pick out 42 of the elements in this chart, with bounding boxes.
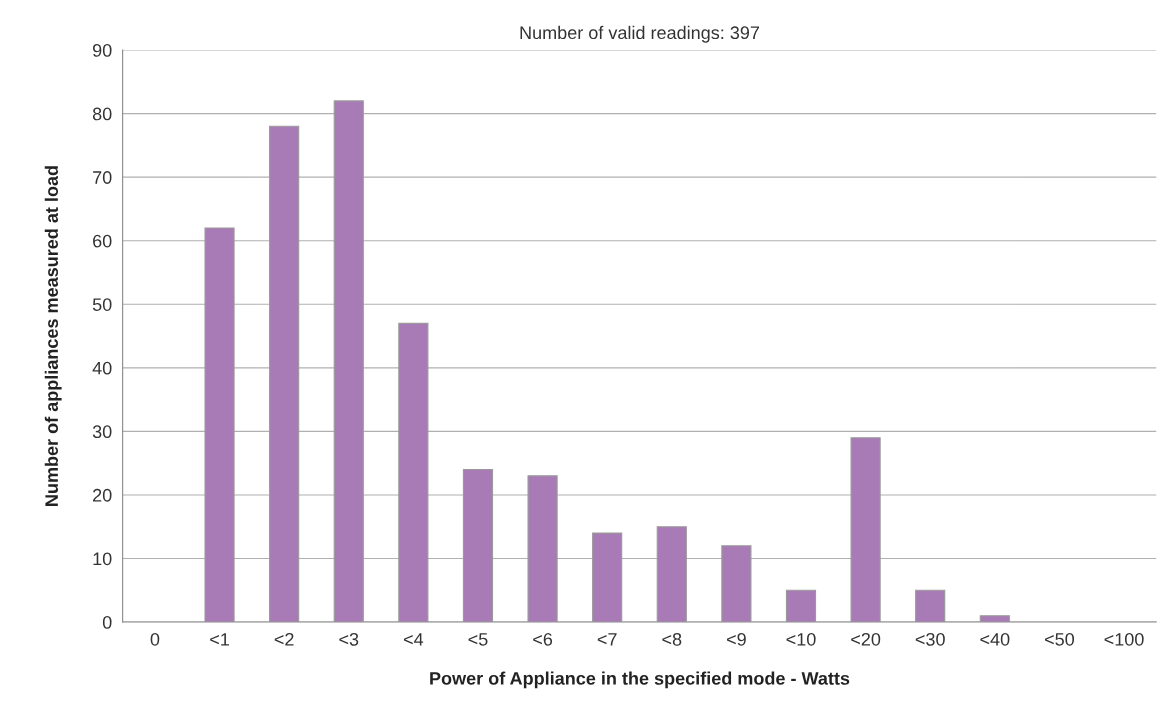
x-tick-label: <30 xyxy=(915,632,945,646)
y-tick-label: 90 xyxy=(92,43,112,57)
bar xyxy=(656,526,687,623)
y-tick-label: 0 xyxy=(102,615,112,629)
x-tick-label: <2 xyxy=(274,632,294,646)
x-tick-label: <50 xyxy=(1044,632,1075,646)
chart-title: Number of valid readings: 397 xyxy=(520,25,760,43)
x-tick-label: <8 xyxy=(662,632,682,646)
x-tick-label: <9 xyxy=(726,632,746,646)
x-tick-label: <6 xyxy=(533,632,553,646)
bar xyxy=(785,589,817,623)
y-tick-label: 80 xyxy=(92,107,112,121)
bar xyxy=(527,475,558,623)
x-tick-label: <1 xyxy=(210,633,229,646)
x-tick-label: <20 xyxy=(851,632,881,646)
y-tick-label: 70 xyxy=(93,171,112,184)
x-tick-label: <40 xyxy=(980,632,1010,646)
x-tick-label: 0 xyxy=(150,632,160,646)
y-tick-label: 10 xyxy=(93,552,112,566)
x-tick-label: <4 xyxy=(403,633,424,646)
y-tick-label: 30 xyxy=(92,425,112,439)
x-tick-label: <100 xyxy=(1104,632,1144,646)
bar xyxy=(204,227,235,623)
x-tick-label: <5 xyxy=(468,633,488,646)
bar xyxy=(398,322,429,623)
x-tick-label: <3 xyxy=(339,632,359,646)
y-tick-label: 60 xyxy=(93,234,112,248)
x-tick-label: <7 xyxy=(597,633,617,646)
y-tick-label: 20 xyxy=(93,488,112,502)
x-tick-label: <10 xyxy=(786,632,816,646)
y-tick-label: 40 xyxy=(92,361,112,375)
bar xyxy=(850,437,881,623)
bar xyxy=(333,100,364,623)
x-axis-title: Power of Appliance in the specified mode - Watts xyxy=(430,671,850,689)
bar xyxy=(721,545,752,623)
y-axis-title: Number of appliances measured at load xyxy=(44,166,62,506)
bar xyxy=(915,589,946,623)
bar xyxy=(269,125,300,623)
bar xyxy=(592,532,623,623)
y-tick-label: 50 xyxy=(92,298,112,311)
bar xyxy=(462,468,494,623)
bar xyxy=(979,615,1010,623)
